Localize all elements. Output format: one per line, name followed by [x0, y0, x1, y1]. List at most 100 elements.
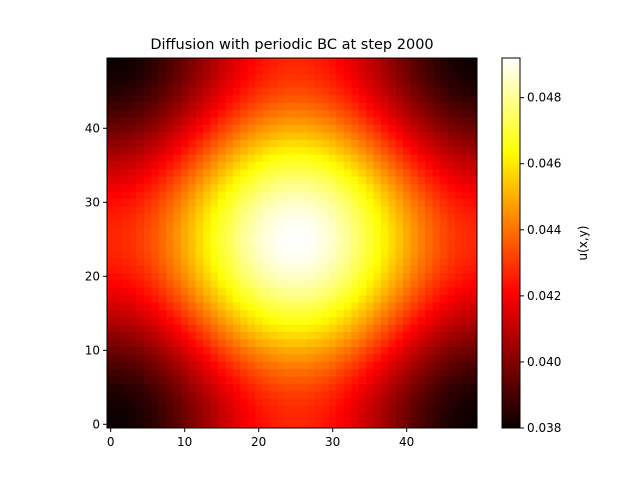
heatmap-cell: [469, 58, 478, 66]
heatmap-cell: [136, 132, 145, 140]
heatmap-cell: [417, 198, 426, 207]
heatmap-cell: [173, 331, 182, 340]
heatmap-cell: [166, 87, 174, 96]
heatmap-cell: [173, 391, 182, 399]
heatmap-cell: [329, 391, 337, 399]
heatmap-cell: [269, 250, 278, 259]
heatmap-cell: [343, 413, 352, 421]
heatmap-cell: [225, 376, 234, 384]
heatmap-cell: [410, 146, 419, 155]
heatmap-cell: [210, 198, 219, 207]
heatmap-cell: [247, 250, 256, 259]
x-tick-label: 40: [399, 435, 414, 449]
heatmap-cell: [440, 213, 448, 222]
heatmap-cell: [121, 368, 130, 377]
heatmap-cell: [129, 161, 137, 170]
heatmap-cell: [247, 87, 256, 96]
heatmap-cell: [403, 109, 411, 118]
heatmap-cell: [321, 124, 330, 133]
chart-title: Diffusion with periodic BC at step 2000: [150, 37, 433, 53]
heatmap-cell: [351, 243, 359, 251]
heatmap-cell: [454, 183, 463, 192]
heatmap-cell: [144, 272, 152, 281]
heatmap-cell: [329, 228, 337, 236]
heatmap-cell: [181, 354, 189, 362]
heatmap-cell: [336, 287, 345, 296]
heatmap-cell: [343, 198, 352, 207]
heatmap-cell: [358, 287, 367, 296]
heatmap-cell: [358, 154, 367, 162]
heatmap-cell: [129, 206, 137, 214]
heatmap-cell: [158, 161, 167, 170]
heatmap-cell: [277, 420, 285, 429]
heatmap-cell: [292, 65, 300, 74]
heatmap-cell: [432, 191, 441, 199]
heatmap-cell: [351, 65, 359, 74]
heatmap-cell: [144, 228, 152, 236]
heatmap-cell: [166, 109, 174, 118]
heatmap-cell: [351, 183, 359, 192]
heatmap-cell: [388, 413, 396, 421]
heatmap-cell: [181, 280, 189, 288]
heatmap-cell: [188, 302, 197, 310]
heatmap-cell: [425, 124, 433, 133]
heatmap-cell: [403, 287, 411, 296]
heatmap-cell: [462, 95, 470, 103]
heatmap-cell: [195, 95, 204, 103]
heatmap-cell: [425, 117, 433, 125]
heatmap-cell: [299, 257, 308, 266]
heatmap-cell: [454, 324, 463, 333]
heatmap-cell: [269, 80, 278, 88]
heatmap-cell: [269, 109, 278, 118]
heatmap-cell: [181, 413, 189, 421]
heatmap-cell: [247, 346, 256, 355]
heatmap-cell: [388, 265, 396, 273]
heatmap-cell: [188, 117, 197, 125]
heatmap-cell: [203, 354, 211, 362]
heatmap-cell: [366, 72, 374, 81]
heatmap-cell: [373, 183, 382, 192]
heatmap-cell: [462, 413, 470, 421]
heatmap-cell: [358, 354, 367, 362]
heatmap-cell: [388, 420, 396, 429]
heatmap-cell: [299, 413, 308, 421]
heatmap-cell: [388, 109, 396, 118]
heatmap-cell: [166, 376, 174, 384]
heatmap-cell: [425, 146, 433, 155]
heatmap-cell: [366, 302, 374, 310]
heatmap-cell: [114, 146, 123, 155]
heatmap-cell: [277, 317, 285, 325]
heatmap-cell: [195, 191, 204, 199]
heatmap-cell: [447, 391, 456, 399]
heatmap-cell: [351, 87, 359, 96]
heatmap-cell: [417, 220, 426, 229]
heatmap-cell: [232, 228, 241, 236]
heatmap-cell: [373, 376, 382, 384]
heatmap-cell: [314, 250, 322, 259]
heatmap-cell: [388, 235, 396, 244]
heatmap-cell: [403, 383, 411, 392]
heatmap-cell: [114, 102, 123, 111]
heatmap-cell: [380, 243, 389, 251]
heatmap-cell: [262, 139, 271, 148]
heatmap-cell: [151, 257, 160, 266]
heatmap-cell: [462, 368, 470, 377]
heatmap-cell: [188, 161, 197, 170]
heatmap-cell: [469, 146, 478, 155]
heatmap-cell: [314, 265, 322, 273]
heatmap-cell: [136, 324, 145, 333]
heatmap-cell: [440, 124, 448, 133]
heatmap-cell: [469, 206, 478, 214]
heatmap-cell: [314, 294, 322, 303]
heatmap-cell: [129, 154, 137, 162]
colorbar-tick-label: 0.048: [527, 91, 561, 105]
heatmap-cell: [151, 146, 160, 155]
heatmap-cell: [262, 413, 271, 421]
heatmap-cell: [255, 87, 263, 96]
heatmap-cell: [284, 243, 293, 251]
heatmap-cell: [255, 72, 263, 81]
heatmap-cell: [336, 198, 345, 207]
heatmap-cell: [262, 368, 271, 377]
heatmap-cell: [158, 72, 167, 81]
heatmap-cell: [144, 146, 152, 155]
